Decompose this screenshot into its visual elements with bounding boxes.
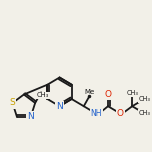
Text: N: N (28, 112, 34, 121)
Text: Me: Me (84, 89, 94, 95)
Text: CH₃: CH₃ (139, 97, 151, 102)
Text: CH₃: CH₃ (37, 92, 49, 98)
Text: O: O (104, 90, 112, 99)
Text: S: S (10, 98, 15, 107)
Text: O: O (117, 109, 124, 118)
Text: CH₃: CH₃ (139, 110, 151, 116)
Text: N: N (56, 102, 63, 111)
Text: CH₃: CH₃ (126, 90, 138, 96)
Text: NH: NH (91, 109, 102, 118)
